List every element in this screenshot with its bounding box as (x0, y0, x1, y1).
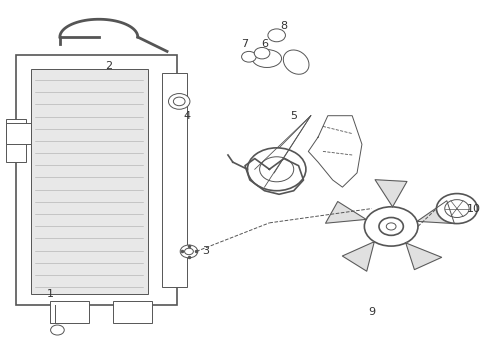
Text: 9: 9 (368, 307, 375, 317)
Bar (30, 69, 147, 294)
Circle shape (242, 51, 256, 62)
Bar (162, 73, 187, 287)
Circle shape (445, 200, 469, 217)
Polygon shape (406, 243, 441, 270)
Circle shape (268, 29, 286, 42)
Circle shape (185, 248, 194, 255)
Polygon shape (417, 201, 454, 224)
Polygon shape (325, 202, 366, 223)
Circle shape (173, 97, 185, 106)
Bar (6, 123, 30, 144)
Bar (6, 119, 26, 162)
Text: 6: 6 (261, 39, 268, 49)
Circle shape (379, 217, 403, 235)
Circle shape (169, 94, 190, 109)
Circle shape (254, 48, 270, 59)
Text: 7: 7 (242, 39, 248, 49)
Circle shape (50, 325, 64, 335)
Text: 5: 5 (290, 111, 297, 121)
Circle shape (437, 194, 477, 224)
Text: 3: 3 (202, 247, 210, 256)
Circle shape (386, 223, 396, 230)
Circle shape (247, 148, 306, 191)
Text: 4: 4 (183, 111, 190, 121)
Text: 1: 1 (47, 289, 53, 299)
Circle shape (365, 207, 418, 246)
Text: 10: 10 (467, 203, 481, 213)
Ellipse shape (283, 50, 309, 74)
Bar (16, 55, 177, 305)
Polygon shape (343, 242, 374, 271)
Circle shape (260, 157, 294, 182)
Text: 8: 8 (280, 21, 288, 31)
Bar (50, 301, 89, 323)
Text: 2: 2 (105, 61, 112, 71)
Circle shape (180, 245, 198, 258)
Bar (114, 301, 152, 323)
Ellipse shape (252, 50, 282, 67)
Polygon shape (375, 180, 407, 207)
